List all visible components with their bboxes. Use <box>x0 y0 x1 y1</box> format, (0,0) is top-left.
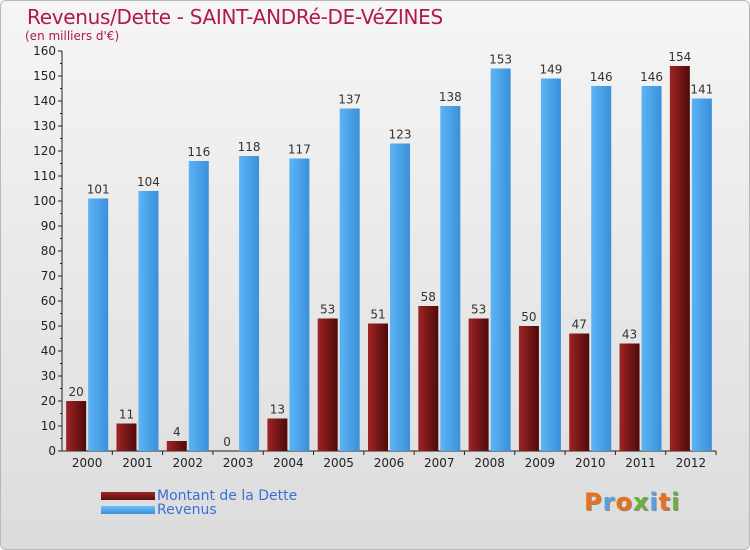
proxiti-logo: Proxiti <box>584 488 680 516</box>
logo-letter: x <box>632 488 650 516</box>
y-tick-label: 110 <box>33 169 56 183</box>
logo-letter: r <box>602 488 616 516</box>
data-label-revenus: 153 <box>489 53 512 67</box>
y-tick-label: 90 <box>41 219 56 233</box>
bar-dette <box>317 318 338 451</box>
logo-letter: i <box>649 488 659 516</box>
y-tick-label: 20 <box>41 394 56 408</box>
y-tick-label: 140 <box>33 94 56 108</box>
data-label-dette: 47 <box>572 318 587 332</box>
data-label-dette: 4 <box>173 425 181 439</box>
bar-revenus <box>390 143 410 451</box>
bar-dette <box>468 318 489 451</box>
x-tick-label: 2004 <box>273 456 304 470</box>
y-tick-label: 70 <box>41 269 56 283</box>
data-label-dette: 0 <box>223 435 231 449</box>
bar-revenus <box>339 108 360 451</box>
data-label-revenus: 123 <box>389 128 412 142</box>
x-tick-label: 2003 <box>223 456 254 470</box>
bar-revenus <box>490 68 511 451</box>
data-label-revenus: 146 <box>590 70 613 84</box>
legend-swatch-dette <box>101 492 155 500</box>
data-label-dette: 58 <box>421 290 436 304</box>
data-label-dette: 53 <box>471 303 486 317</box>
data-label-revenus: 138 <box>439 90 462 104</box>
bar-revenus <box>691 98 712 451</box>
legend-item-revenus: Revenus <box>101 502 217 518</box>
y-tick-label: 100 <box>33 194 56 208</box>
data-label-revenus: 146 <box>640 70 663 84</box>
legend-item-dette: Montant de la Dette <box>101 488 297 504</box>
bar-dette <box>518 326 539 451</box>
chart-title: Revenus/Dette - SAINT-ANDRé-DE-VéZINES <box>27 5 443 29</box>
bar-dette <box>166 441 187 451</box>
data-label-dette: 20 <box>69 385 84 399</box>
y-tick-label: 10 <box>41 419 56 433</box>
data-label-dette: 43 <box>622 328 637 342</box>
x-tick-label: 2007 <box>424 456 455 470</box>
logo-letter: P <box>584 488 603 516</box>
bar-dette <box>116 423 137 451</box>
bar-chart: 0102030405060708090100110120130140150160… <box>33 44 717 470</box>
y-tick-label: 40 <box>41 344 56 358</box>
legend-label-revenus: Revenus <box>157 502 217 518</box>
data-label-revenus: 137 <box>338 93 361 107</box>
data-label-dette: 154 <box>668 50 691 64</box>
x-tick-label: 2008 <box>474 456 505 470</box>
x-tick-label: 2002 <box>172 456 203 470</box>
bar-dette <box>368 323 388 451</box>
x-tick-label: 2011 <box>625 456 656 470</box>
logo-letter: i <box>671 488 681 516</box>
y-tick-label: 160 <box>33 44 56 58</box>
bar-revenus <box>289 158 310 451</box>
x-tick-label: 2005 <box>323 456 354 470</box>
y-tick-label: 60 <box>41 294 56 308</box>
bar-dette <box>66 401 87 451</box>
bar-dette <box>418 306 439 451</box>
bar-dette <box>569 333 590 451</box>
data-label-dette: 50 <box>521 310 536 324</box>
y-tick-label: 30 <box>41 369 56 383</box>
bar-revenus <box>540 78 561 451</box>
data-label-dette: 51 <box>370 308 385 322</box>
bar-dette <box>267 418 288 451</box>
data-label-revenus: 117 <box>288 143 311 157</box>
x-tick-label: 2012 <box>676 456 707 470</box>
y-tick-label: 80 <box>41 244 56 258</box>
y-tick-label: 50 <box>41 319 56 333</box>
data-label-dette: 53 <box>320 303 335 317</box>
data-label-revenus: 141 <box>690 83 713 97</box>
bar-revenus <box>88 198 109 451</box>
data-label-revenus: 104 <box>137 175 160 189</box>
data-label-revenus: 116 <box>187 145 210 159</box>
bar-revenus <box>239 156 260 451</box>
legend-swatch-revenus <box>101 506 155 514</box>
bar-revenus <box>188 161 209 451</box>
y-tick-label: 0 <box>48 444 56 458</box>
bar-revenus <box>591 86 612 451</box>
x-tick-label: 2010 <box>575 456 606 470</box>
y-tick-label: 130 <box>33 119 56 133</box>
bar-revenus <box>641 86 662 451</box>
data-label-dette: 13 <box>270 403 285 417</box>
data-label-revenus: 118 <box>238 140 261 154</box>
bar-dette <box>619 343 640 451</box>
bar-dette <box>669 66 690 451</box>
data-label-revenus: 101 <box>87 183 110 197</box>
logo-letter: o <box>615 488 633 516</box>
x-tick-label: 2000 <box>72 456 103 470</box>
legend-label-dette: Montant de la Dette <box>157 488 298 504</box>
data-label-dette: 11 <box>119 408 134 422</box>
logo-letter: t <box>658 488 672 516</box>
y-tick-label: 150 <box>33 69 56 83</box>
x-tick-label: 2009 <box>525 456 556 470</box>
data-label-revenus: 149 <box>539 63 562 77</box>
bar-revenus <box>138 191 159 451</box>
bar-revenus <box>440 106 461 451</box>
x-tick-label: 2001 <box>122 456 153 470</box>
y-tick-label: 120 <box>33 144 56 158</box>
x-tick-label: 2006 <box>374 456 405 470</box>
chart-subtitle: (en milliers d'€) <box>25 29 120 43</box>
